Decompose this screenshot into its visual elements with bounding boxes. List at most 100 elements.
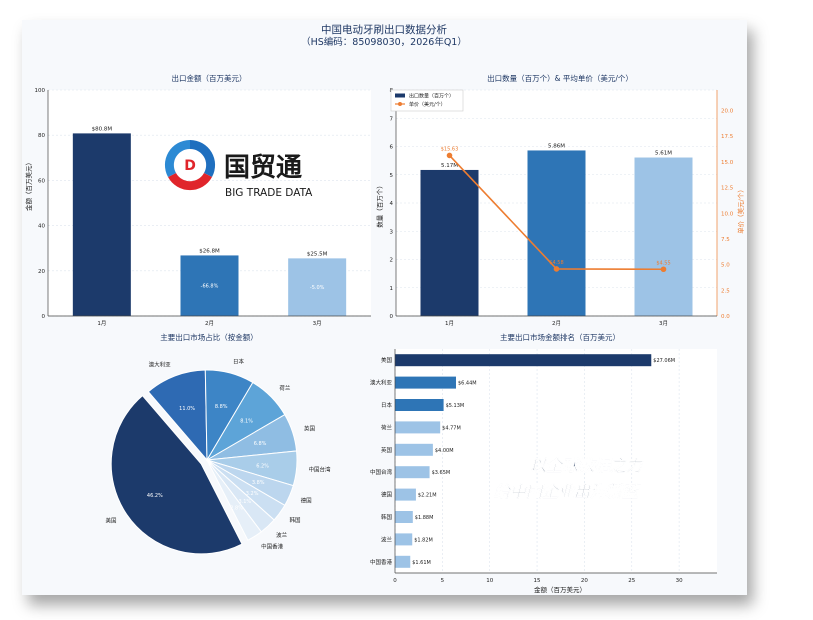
chart2-legend: 出口数量（百万个） 单价（美元/个） — [390, 89, 464, 112]
pie-pct-label: 11.0% — [179, 406, 195, 412]
x-tick-label: 5 — [441, 578, 445, 584]
y-tick-label: 4 — [390, 201, 394, 207]
chart2-ylabel: 数量（百万个） — [375, 182, 384, 228]
price-point — [446, 152, 453, 159]
x-tick-label: 3月 — [313, 320, 322, 327]
y2-tick-label: 20.0 — [721, 109, 734, 115]
hbar-value-label: $1.88M — [415, 515, 434, 521]
bar — [288, 258, 347, 316]
y-tick-label: 澳大利亚 — [370, 379, 393, 387]
y-tick-label: 波兰 — [381, 535, 393, 543]
bar — [527, 150, 586, 316]
y-tick-label: 5 — [390, 173, 394, 179]
pie-category-label: 澳大利亚 — [149, 361, 172, 369]
pie-category-label: 美国 — [105, 517, 117, 525]
y-tick-label: 80 — [38, 133, 45, 139]
bar-value-label: 5.17M — [441, 163, 458, 169]
bar-value-label: 5.61M — [655, 151, 672, 157]
logo-watermark: D 国贸通 BIG TRADE DATA — [164, 139, 313, 199]
pie-pct-label: 2.8% — [230, 505, 243, 511]
chart1-title: 出口金额（百万美元） — [172, 73, 247, 83]
price-point — [660, 266, 667, 273]
logo-en: BIG TRADE DATA — [225, 187, 313, 199]
pie-category-label: 波兰 — [276, 531, 288, 539]
pie-pct-label: 3.1% — [238, 499, 251, 505]
pie-pct-label: 46.2% — [147, 493, 163, 499]
hbar-value-label: $2.21M — [418, 493, 437, 499]
chart3-title: 主要出口市场占比（按金额） — [160, 332, 258, 342]
pie-category-label: 日本 — [233, 357, 245, 365]
legend-bar-swatch — [395, 93, 405, 98]
chart2-y2label: 单价（美元/个） — [736, 186, 745, 234]
slogan-watermark: 以全球数据之力 给中国企业出海新蓝 — [494, 456, 645, 502]
bar-value-label: 5.86M — [548, 143, 565, 149]
x-tick-label: 1月 — [97, 320, 106, 327]
pie-pct-label: 3.2% — [246, 491, 259, 497]
y2-tick-label: 10.0 — [721, 211, 734, 217]
y-tick-label: 中国香港 — [370, 558, 393, 566]
y-tick-label: 德国 — [381, 491, 393, 499]
legend-box — [390, 89, 464, 112]
bar-value-label: $80.8M — [92, 126, 113, 132]
y-tick-label: 韩国 — [381, 513, 393, 521]
chart4-xlabel: 金额（百万美元） — [534, 585, 586, 594]
hbar-value-label: $3.65M — [432, 470, 451, 476]
quantity-price-chart: 出口数量（百万个）& 平均单价（美元/个） 数量（百万个） 单价（美元/个） 0… — [375, 73, 745, 327]
hbar — [395, 421, 441, 434]
x-tick-label: 3月 — [659, 320, 668, 327]
report-card: 中国电动牙刷出口数据分析 （HS编码：85098030，2026年Q1） 出口金… — [22, 20, 747, 595]
bar — [72, 133, 131, 316]
x-tick-label: 25 — [628, 578, 635, 584]
hbar — [395, 511, 413, 523]
slogan-line2: 给中国企业出海新蓝 — [494, 482, 641, 501]
hbar-value-label: $5.13M — [446, 403, 465, 409]
price-label: $4.55 — [656, 260, 670, 266]
hbar — [395, 376, 456, 389]
bar-change-label: -66.8% — [201, 284, 219, 290]
y-tick-label: 2 — [390, 258, 394, 264]
hbar — [395, 354, 652, 367]
y2-tick-label: 12.5 — [721, 186, 734, 192]
y-tick-label: 荷兰 — [381, 423, 393, 431]
y-tick-label: 60 — [38, 178, 45, 184]
hbar — [395, 466, 430, 479]
hbar — [395, 533, 413, 546]
pie-category-label: 英国 — [304, 424, 316, 432]
pie-category-label: 中国台湾 — [309, 466, 332, 474]
logo-cn: 国贸通 — [224, 153, 302, 183]
x-tick-label: 0 — [393, 578, 397, 584]
bar — [420, 169, 479, 316]
pie-category-label: 韩国 — [290, 516, 302, 524]
hbar-value-label: $1.82M — [414, 537, 433, 543]
pie-pct-label: 8.1% — [240, 419, 253, 425]
pie-pct-label: 8.8% — [215, 404, 228, 410]
y-tick-label: 中国台湾 — [370, 468, 393, 476]
export-value-chart: 出口金额（百万美元） 金额（百万美元） 0 20 40 60 80 100 $80.8M 1月… — [24, 73, 371, 327]
price-label: $15.63 — [441, 146, 459, 152]
x-tick-label: 15 — [534, 578, 541, 584]
svg-text:D: D — [184, 158, 196, 174]
y-tick-label: 3 — [390, 229, 394, 235]
slogan-line1: 以全球数据之力 — [530, 456, 644, 475]
legend-line-label: 单价（美元/个） — [409, 101, 446, 108]
pie-pct-label: 6.8% — [254, 441, 267, 447]
chart4-title: 主要出口市场金额排名（百万美元） — [500, 332, 620, 342]
hbar — [395, 443, 433, 456]
page-title: 中国电动牙刷出口数据分析 — [321, 23, 447, 36]
x-tick-label: 30 — [676, 578, 683, 584]
x-tick-label: 20 — [581, 578, 588, 584]
price-label: $4.58 — [549, 260, 563, 266]
x-tick-label: 10 — [486, 578, 493, 584]
page-subtitle: （HS编码：85098030，2026年Q1） — [301, 36, 467, 48]
legend-line-marker — [398, 102, 402, 106]
pie-pct-label: 3.8% — [252, 480, 265, 486]
logo-emblem: D — [164, 139, 216, 191]
hbar-value-label: $27.06M — [653, 358, 675, 364]
hbar — [395, 488, 416, 501]
pie-slice — [206, 459, 262, 541]
y-tick-label: 英国 — [381, 446, 393, 454]
y-tick-label: 0 — [42, 314, 46, 320]
x-tick-label: 2月 — [552, 320, 561, 327]
y2-tick-label: 15.0 — [721, 160, 734, 166]
bar-value-label: $26.8M — [199, 248, 220, 254]
